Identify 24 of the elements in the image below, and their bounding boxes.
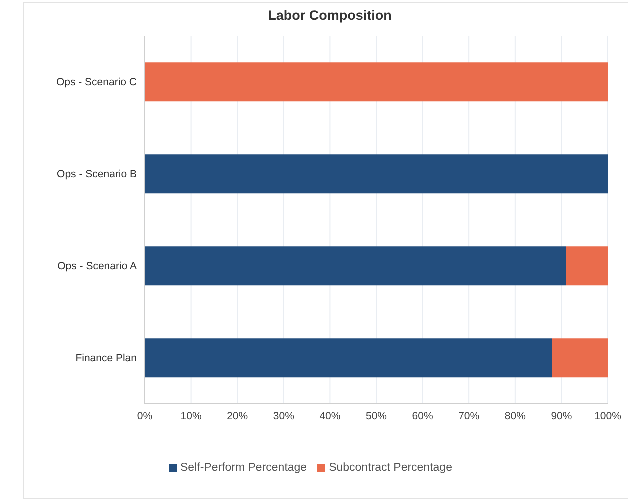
x-tick-label: 20% xyxy=(227,410,248,422)
legend-label: Subcontract Percentage xyxy=(329,462,452,474)
x-tick-label: 30% xyxy=(273,410,294,422)
legend-label: Self-Perform Percentage xyxy=(180,462,308,474)
chart-title: Labor Composition xyxy=(267,8,393,23)
bar xyxy=(145,154,608,194)
x-tick-label: 40% xyxy=(320,410,341,422)
bar xyxy=(552,338,608,378)
y-tick-label: Finance Plan xyxy=(76,352,138,365)
y-tick-label: Ops - Scenario C xyxy=(56,76,138,89)
x-tick-label: 10% xyxy=(180,410,202,422)
x-tick-label: 80% xyxy=(504,410,526,422)
y-tick-label: Ops - Scenario A xyxy=(58,260,137,273)
x-tick-label: 50% xyxy=(366,410,388,422)
bar xyxy=(145,62,608,102)
x-tick-label: 0% xyxy=(137,410,153,422)
x-tick-label: 100% xyxy=(594,410,622,422)
bar xyxy=(145,338,552,378)
bar xyxy=(145,246,566,286)
bar xyxy=(566,246,608,286)
x-tick-label: 70% xyxy=(458,410,480,422)
x-tick-label: 60% xyxy=(412,410,434,422)
x-tick-label: 90% xyxy=(551,410,572,422)
y-tick-label: Ops - Scenario B xyxy=(57,168,137,181)
